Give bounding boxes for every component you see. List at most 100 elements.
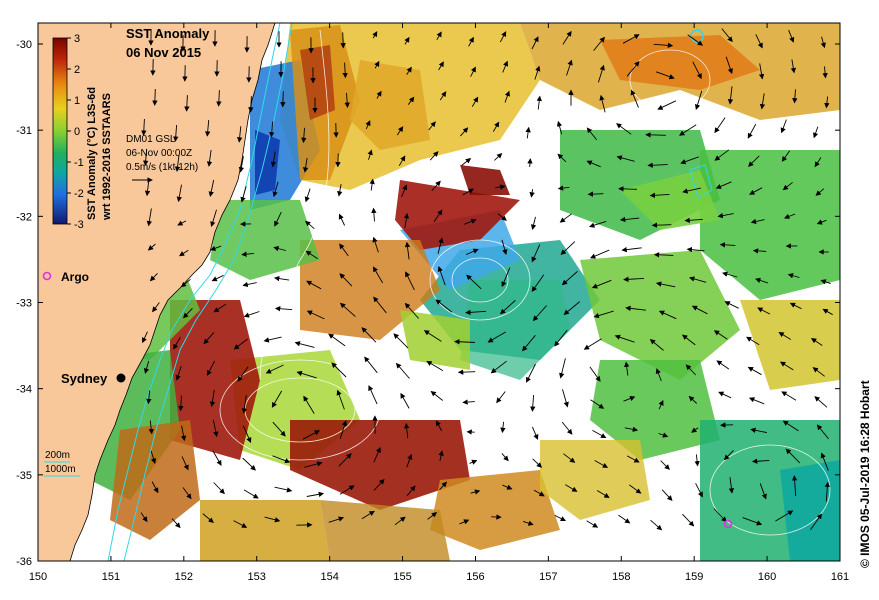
current-arrow-icon (562, 389, 569, 408)
current-arrow-icon (655, 281, 676, 288)
current-arrow-icon (554, 329, 568, 347)
current-legend: DM01 GSL 06-Nov 00:00Z 0.5m/s (1kt 12h) (126, 134, 198, 183)
current-arrow-icon (270, 151, 277, 168)
current-arrow-icon (527, 158, 533, 168)
x-tick-label: 155 (393, 571, 411, 583)
current-arrow-icon (781, 391, 797, 401)
current-arrow-icon (305, 220, 315, 230)
current-arrow-icon (755, 34, 763, 49)
current-arrow-icon (464, 218, 477, 225)
current-arrow-icon (742, 517, 763, 526)
current-arrow-icon (815, 188, 825, 196)
current-arrow-icon (372, 31, 378, 39)
current-arrow-icon (203, 332, 215, 345)
current-arrow-icon (787, 273, 800, 279)
current-arrow-icon (242, 281, 257, 288)
current-arrow-icon (304, 188, 311, 203)
current-arrow-icon (591, 279, 612, 289)
current-arrow-icon (146, 390, 152, 405)
current-arrow-icon (182, 307, 193, 319)
current-arrow-icon (714, 117, 726, 134)
current-arrow-icon (427, 512, 438, 520)
current-arrow-icon (367, 149, 373, 160)
current-arrow-icon (565, 484, 578, 492)
argo-marker: Argo (42, 270, 89, 284)
current-arrow-icon (651, 222, 672, 228)
x-tick-label: 156 (466, 571, 484, 583)
current-arrow-icon (147, 243, 156, 251)
current-arrow-icon (274, 306, 293, 312)
current-arrow-icon (759, 483, 767, 500)
current-arrow-icon (658, 310, 677, 320)
current-arrow-icon (406, 485, 416, 497)
current-arrow-icon (694, 90, 703, 110)
current-arrow-icon (560, 241, 576, 256)
current-arrow-icon (461, 157, 472, 166)
y-tick-label: -32 (16, 211, 32, 223)
current-arrow-icon (534, 65, 541, 80)
current-arrow-icon (176, 184, 182, 203)
y-tick-label: -31 (16, 125, 32, 137)
current-arrow-icon (210, 245, 222, 251)
current-arrow-icon (713, 330, 728, 340)
current-arrow-icon (653, 42, 674, 49)
current-arrow-icon (468, 36, 474, 47)
current-arrow-icon (361, 510, 375, 520)
current-arrow-icon (502, 484, 513, 490)
current-arrow-icon (265, 364, 284, 374)
current-arrow-icon (141, 331, 148, 344)
colorbar-tick-label: 1 (74, 95, 80, 107)
current-arrow-icon (328, 333, 346, 347)
current-arrow-icon (501, 267, 511, 288)
plot-frame (37, 22, 841, 562)
current-arrow-icon (658, 432, 669, 438)
current-arrow-icon (462, 188, 474, 196)
sydney-label: Sydney (61, 371, 108, 386)
current-arrow-icon (775, 510, 794, 522)
current-arrow-icon (723, 450, 734, 461)
current-arrow-icon (206, 149, 213, 167)
current-arrow-icon (213, 303, 227, 313)
current-arrow-icon (272, 421, 286, 437)
current-arrow-icon (373, 478, 385, 491)
current-arrow-icon (501, 453, 509, 462)
current-arrow-icon (263, 336, 282, 343)
current-arrow-icon (437, 266, 446, 286)
current-arrow-icon (589, 366, 601, 382)
current-arrow-icon (364, 356, 378, 374)
current-arrow-icon (619, 216, 640, 223)
current-arrow-icon (820, 452, 829, 471)
colorbar-label-line1: SST Anomaly (°C) L3S-6d (86, 87, 98, 220)
depth-200m-label: 200m (45, 450, 70, 461)
current-arrow-icon (233, 520, 248, 528)
current-arrow-icon (238, 156, 245, 173)
current-arrow-icon (439, 481, 448, 491)
current-arrow-icon (780, 119, 787, 134)
current-arrow-icon (759, 93, 766, 110)
current-arrow-icon (439, 91, 447, 101)
current-arrow-icon (495, 184, 506, 190)
current-arrow-icon (490, 360, 507, 374)
current-arrow-icon (562, 30, 572, 45)
current-arrow-icon (556, 120, 563, 135)
x-tick-label: 153 (248, 571, 266, 583)
x-tick-label: 150 (29, 571, 47, 583)
current-arrow-icon (621, 246, 642, 253)
current-arrow-icon (727, 86, 734, 105)
current-arrow-icon (625, 305, 646, 312)
current-arrow-icon (497, 213, 507, 221)
current-arrow-icon (469, 459, 478, 465)
current-arrow-icon (499, 299, 516, 315)
current-arrow-icon (694, 454, 700, 467)
y-tick-label: -36 (16, 556, 32, 568)
current-arrow-icon (525, 126, 531, 139)
current-arrow-icon (688, 395, 698, 404)
current-arrow-icon (171, 518, 181, 529)
current-arrow-icon (814, 157, 822, 168)
current-arrow-icon (302, 430, 320, 440)
current-arrow-icon (681, 334, 696, 346)
sydney-marker: Sydney (61, 371, 126, 386)
current-arrow-icon (748, 155, 760, 167)
colorbar: 3 2 1 0 -1 -2 -3 SST Anomaly (°C) L3S-6d wrt 1… (52, 33, 113, 231)
current-arrow-icon (790, 59, 797, 74)
